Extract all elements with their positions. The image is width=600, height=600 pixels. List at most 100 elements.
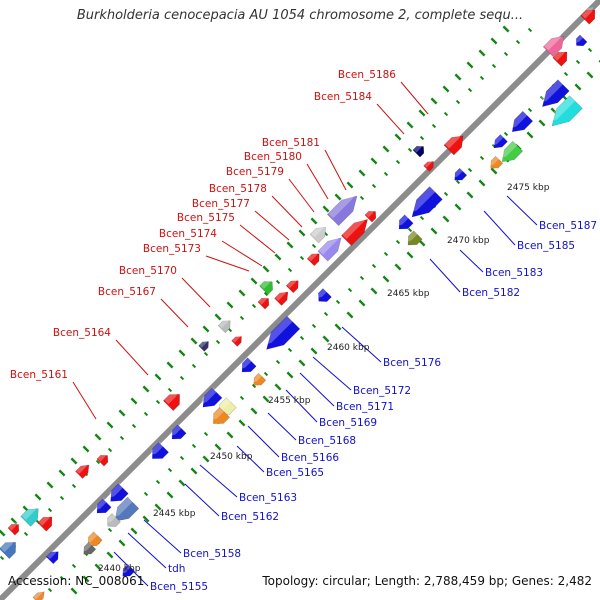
tick-mark bbox=[431, 123, 437, 129]
gene-label[interactable]: Bcen_5169 bbox=[319, 417, 377, 429]
forward-gene[interactable] bbox=[423, 158, 437, 172]
gene-label[interactable]: Bcen_5178 bbox=[209, 183, 267, 195]
gene-label[interactable]: Bcen_5167 bbox=[98, 286, 156, 298]
gene-label[interactable]: Bcen_5186 bbox=[338, 69, 396, 81]
gene-label[interactable]: Bcen_5158 bbox=[183, 548, 241, 560]
reverse-gene[interactable] bbox=[573, 34, 588, 49]
gene-label[interactable]: Bcen_5175 bbox=[177, 212, 235, 224]
gene-label[interactable]: Bcen_5170 bbox=[119, 265, 177, 277]
gene-label[interactable]: Bcen_5162 bbox=[221, 511, 279, 523]
gene-label[interactable]: Bcen_5174 bbox=[159, 228, 217, 240]
reverse-gene[interactable] bbox=[537, 78, 570, 112]
gene-label[interactable]: Bcen_5187 bbox=[539, 220, 597, 232]
forward-gene[interactable] bbox=[75, 461, 94, 479]
tick-mark bbox=[47, 507, 53, 513]
reverse-gene[interactable] bbox=[198, 387, 223, 412]
gene-label[interactable]: Bcen_5176 bbox=[383, 357, 441, 369]
forward-gene[interactable] bbox=[257, 294, 273, 310]
forward-gene[interactable] bbox=[285, 277, 302, 294]
gene-label[interactable]: Bcen_5171 bbox=[336, 401, 394, 413]
forward-gene[interactable] bbox=[552, 47, 572, 67]
tick-mark bbox=[299, 335, 305, 341]
gene-label[interactable]: Bcen_5172 bbox=[353, 385, 411, 397]
reverse-gene[interactable] bbox=[93, 498, 112, 517]
tick-mark bbox=[106, 421, 114, 429]
tick-mark bbox=[0, 529, 6, 537]
reverse-gene[interactable] bbox=[507, 110, 534, 136]
forward-gene[interactable] bbox=[309, 222, 331, 244]
forward-gene[interactable] bbox=[274, 288, 293, 306]
reverse-gene[interactable] bbox=[119, 563, 136, 580]
forward-gene[interactable] bbox=[96, 451, 112, 467]
forward-gene[interactable] bbox=[7, 520, 23, 536]
gene-label[interactable]: Bcen_5173 bbox=[143, 243, 201, 255]
gene-label[interactable]: Bcen_5181 bbox=[262, 137, 320, 149]
forward-gene[interactable] bbox=[364, 207, 380, 223]
reverse-gene[interactable] bbox=[395, 214, 414, 233]
gene-label[interactable]: Bcen_5168 bbox=[298, 435, 356, 447]
tick-mark bbox=[371, 183, 377, 189]
gene-label[interactable]: Bcen_5183 bbox=[485, 267, 543, 279]
reverse-gene[interactable] bbox=[491, 133, 509, 152]
gene-label[interactable]: Bcen_5180 bbox=[244, 151, 302, 163]
forward-gene[interactable] bbox=[0, 537, 21, 559]
gene-label[interactable]: Bcen_5184 bbox=[314, 91, 372, 103]
forward-gene[interactable] bbox=[580, 5, 600, 25]
reverse-gene[interactable] bbox=[406, 185, 444, 224]
gene-label[interactable]: tdh bbox=[168, 563, 185, 575]
gene-label[interactable]: Bcen_5155 bbox=[150, 581, 208, 593]
tick-mark bbox=[334, 323, 342, 331]
reverse-gene[interactable] bbox=[80, 541, 97, 558]
leader-line bbox=[72, 381, 97, 420]
forward-gene[interactable] bbox=[231, 333, 245, 347]
reverse-gene[interactable] bbox=[109, 496, 140, 527]
forward-gene[interactable] bbox=[412, 142, 428, 158]
reverse-gene[interactable] bbox=[404, 230, 423, 249]
gene-label[interactable]: Bcen_5177 bbox=[192, 198, 250, 210]
tick-mark bbox=[587, 47, 593, 53]
forward-gene[interactable] bbox=[32, 588, 48, 600]
forward-gene[interactable] bbox=[217, 317, 234, 334]
gene-label[interactable]: Bcen_5185 bbox=[517, 240, 575, 252]
reverse-gene[interactable] bbox=[487, 155, 504, 172]
reverse-gene[interactable] bbox=[104, 512, 122, 531]
forward-gene[interactable] bbox=[198, 338, 212, 352]
reverse-gene[interactable] bbox=[84, 531, 103, 550]
forward-gene[interactable] bbox=[20, 503, 44, 527]
gene-label[interactable]: Bcen_5161 bbox=[10, 369, 68, 381]
reverse-gene[interactable] bbox=[106, 482, 129, 506]
tick-mark bbox=[394, 263, 402, 271]
reverse-gene[interactable] bbox=[260, 315, 301, 356]
gene-label[interactable]: Bcen_5179 bbox=[226, 166, 284, 178]
forward-gene[interactable] bbox=[542, 30, 569, 58]
reverse-gene[interactable] bbox=[451, 167, 468, 184]
tick-mark bbox=[203, 431, 209, 437]
forward-gene[interactable] bbox=[37, 512, 57, 532]
leader-line bbox=[459, 249, 484, 273]
forward-gene[interactable] bbox=[443, 130, 469, 156]
gene-label[interactable]: Bcen_5163 bbox=[239, 492, 297, 504]
gene-label[interactable]: Bcen_5164 bbox=[53, 327, 111, 339]
reverse-gene[interactable] bbox=[147, 441, 169, 464]
reverse-gene[interactable] bbox=[238, 357, 257, 376]
forward-gene[interactable] bbox=[259, 277, 278, 295]
forward-gene[interactable] bbox=[326, 189, 363, 227]
forward-gene[interactable] bbox=[306, 250, 323, 267]
forward-gene[interactable] bbox=[45, 548, 62, 565]
reverse-gene[interactable] bbox=[250, 372, 267, 389]
reverse-gene[interactable] bbox=[208, 406, 230, 429]
forward-gene[interactable] bbox=[163, 389, 185, 411]
reverse-gene[interactable] bbox=[497, 140, 524, 166]
forward-gene[interactable] bbox=[341, 214, 373, 246]
forward-gene[interactable] bbox=[317, 232, 347, 262]
tick-mark bbox=[179, 455, 185, 461]
gene-label[interactable]: Bcen_5166 bbox=[281, 452, 339, 464]
gene-label[interactable]: Bcen_5165 bbox=[266, 467, 324, 479]
tick-mark bbox=[455, 99, 461, 105]
tick-mark bbox=[527, 107, 533, 113]
reverse-gene[interactable] bbox=[168, 424, 187, 443]
gene-label[interactable]: Bcen_5182 bbox=[462, 287, 520, 299]
reverse-gene[interactable] bbox=[546, 94, 584, 133]
reverse-gene[interactable] bbox=[315, 287, 333, 306]
